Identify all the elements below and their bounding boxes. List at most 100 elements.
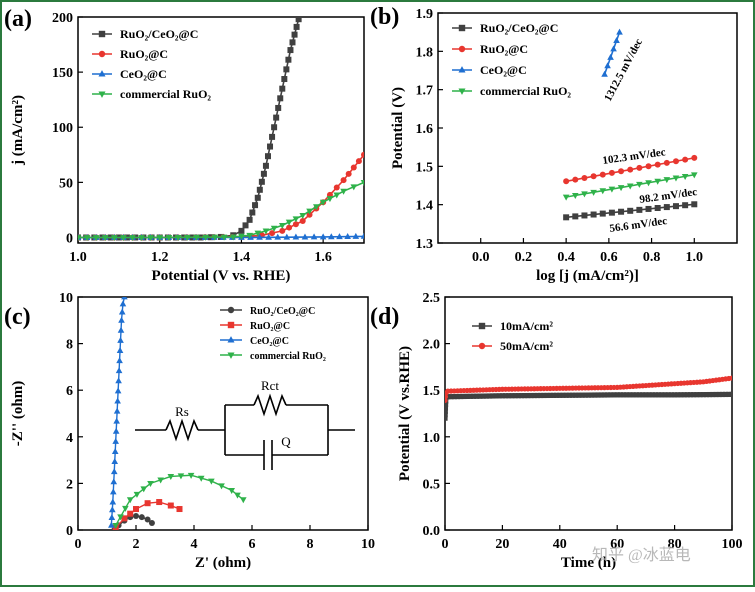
data-point — [126, 497, 134, 504]
x-tick-label: 0.8 — [643, 250, 661, 265]
x-axis-label: Potential (V vs. RHE) — [152, 268, 291, 284]
data-point — [258, 178, 265, 185]
legend-marker — [458, 66, 466, 73]
data-point — [333, 192, 341, 199]
data-point — [306, 211, 313, 218]
data-point — [187, 472, 195, 479]
data-point — [448, 394, 454, 400]
data-point — [246, 216, 253, 223]
legend-label: RuO₂/CeO₂@C — [250, 306, 315, 317]
y-tick-label: 10 — [59, 291, 73, 306]
data-point — [547, 392, 553, 399]
data-point — [133, 491, 141, 498]
y-tick-label: 100 — [52, 121, 73, 136]
data-point — [467, 393, 473, 399]
data-point — [345, 170, 352, 177]
y-tick-label: 1.8 — [416, 45, 434, 60]
y-tick-label: 0 — [66, 231, 73, 246]
y-tick-label: 2.5 — [423, 291, 441, 306]
legend-label: RuO₂/CeO₂@C — [480, 21, 558, 35]
data-point — [571, 193, 579, 200]
data-point — [129, 235, 136, 242]
data-point — [480, 393, 486, 399]
data-point — [291, 31, 298, 38]
data-point — [617, 392, 623, 398]
data-point — [101, 235, 109, 242]
data-point — [652, 392, 659, 398]
y-axis-label: Potential (V) — [390, 87, 406, 169]
data-point — [110, 468, 118, 475]
series-layer — [108, 297, 247, 530]
data-point — [645, 163, 652, 170]
data-point — [538, 392, 544, 399]
data-point — [140, 486, 148, 493]
data-point — [691, 201, 698, 208]
data-point — [563, 178, 570, 185]
data-point — [541, 392, 547, 399]
data-point — [445, 405, 449, 411]
legend-label: commercial RuO₂ — [120, 87, 211, 101]
data-point — [560, 392, 566, 398]
data-point — [624, 392, 630, 398]
y-tick-label: 1.0 — [423, 431, 441, 446]
data-point — [295, 17, 302, 23]
data-point — [228, 487, 235, 494]
data-point — [306, 208, 313, 215]
data-point — [646, 392, 652, 398]
data-point — [361, 151, 364, 158]
data-point — [572, 176, 579, 183]
data-point — [267, 143, 274, 150]
data-point — [112, 522, 119, 529]
data-point — [118, 308, 126, 315]
y-tick-label: 1.6 — [416, 122, 434, 137]
data-point — [599, 188, 607, 195]
data-point — [271, 124, 278, 131]
data-point — [274, 233, 282, 240]
legend-label: CeO₂@C — [120, 67, 167, 81]
data-point — [531, 392, 537, 399]
data-point — [590, 173, 597, 180]
data-point — [147, 235, 154, 242]
data-point — [675, 392, 681, 398]
data-point — [283, 66, 290, 73]
x-tick-label: 1.2 — [151, 250, 169, 265]
data-point — [355, 158, 362, 165]
data-point — [585, 392, 592, 398]
data-point — [726, 391, 732, 398]
data-point — [518, 393, 525, 399]
legend-label: commercial RuO₂ — [480, 84, 571, 98]
data-point — [344, 233, 351, 240]
legend-label: commercial RuO₂ — [250, 351, 326, 362]
data-point — [144, 516, 151, 523]
data-point — [285, 219, 293, 226]
data-point — [451, 394, 457, 400]
y-tick-label: 0.5 — [423, 477, 441, 492]
data-point — [461, 393, 467, 400]
data-point — [118, 316, 125, 323]
data-point — [608, 186, 616, 193]
data-point — [133, 513, 139, 520]
data-point — [273, 114, 280, 121]
y-tick-label: 1.5 — [416, 160, 434, 175]
data-point — [115, 377, 122, 384]
data-point — [691, 392, 697, 398]
data-point — [590, 189, 597, 196]
data-point — [445, 415, 448, 421]
data-point — [264, 153, 271, 160]
data-point — [246, 232, 253, 239]
data-point — [627, 166, 634, 173]
data-point — [328, 233, 335, 240]
data-point — [119, 300, 127, 307]
data-point — [649, 392, 655, 398]
data-point — [557, 392, 563, 398]
data-point — [254, 230, 262, 237]
data-point — [654, 205, 661, 212]
series-layer — [562, 28, 698, 221]
data-point — [193, 234, 200, 241]
data-point — [595, 392, 601, 398]
y-tick-label: 50 — [59, 176, 73, 191]
data-point — [690, 172, 698, 179]
data-point — [299, 217, 306, 224]
data-point — [292, 233, 300, 240]
